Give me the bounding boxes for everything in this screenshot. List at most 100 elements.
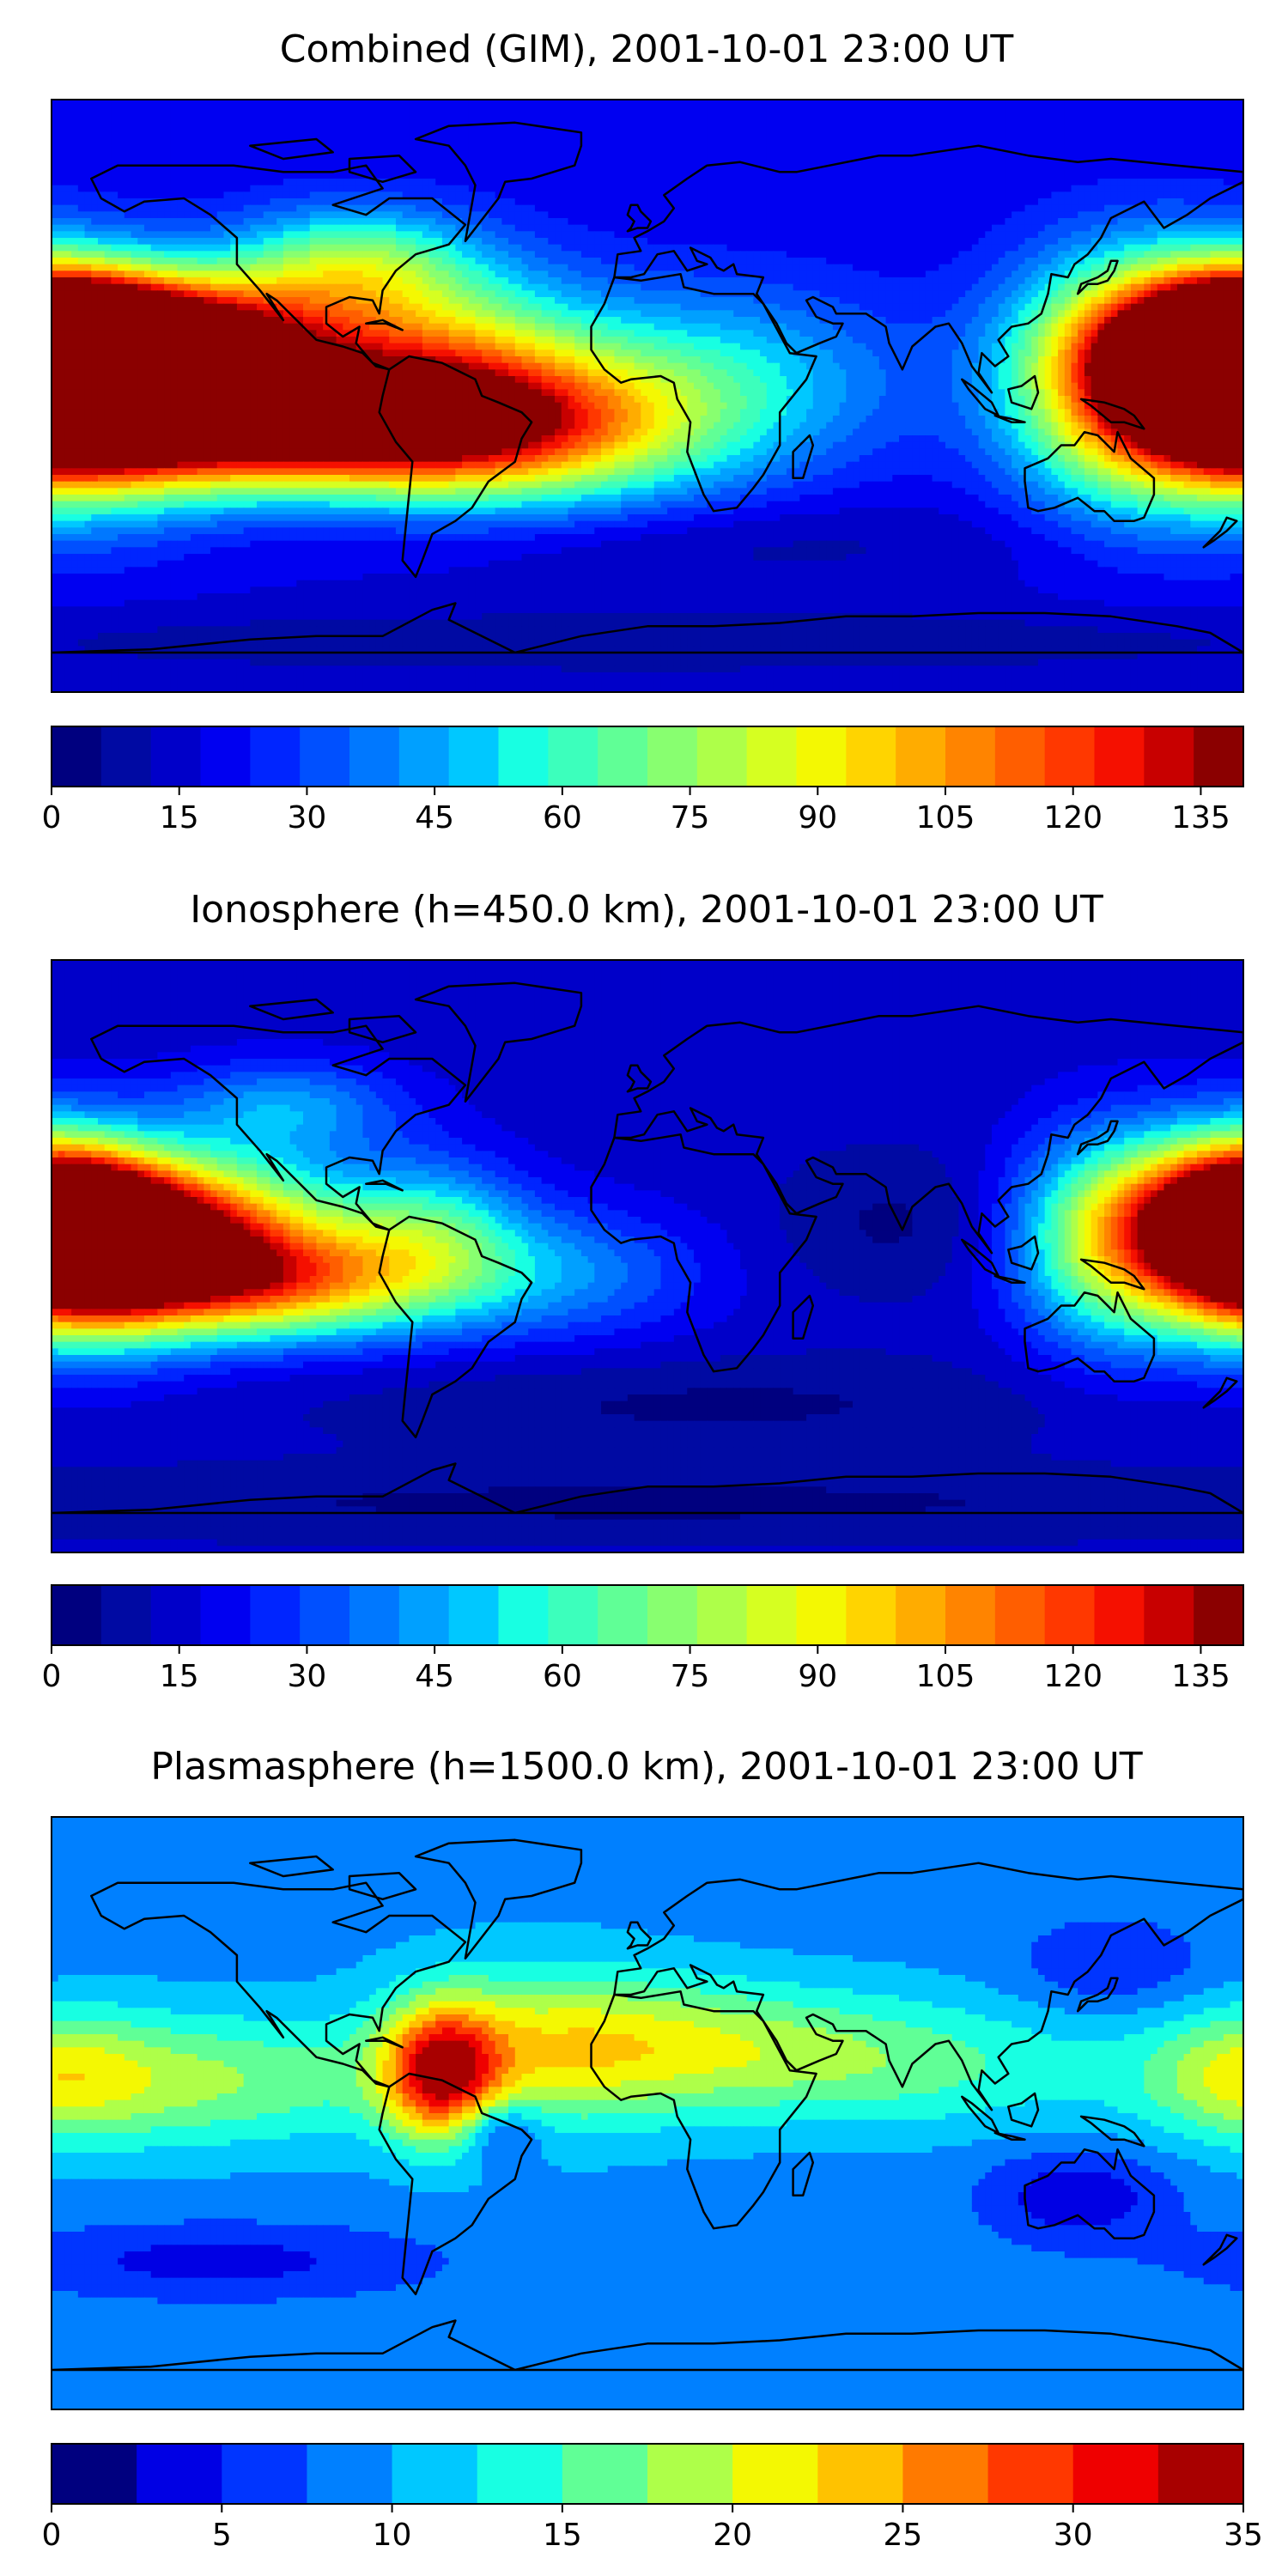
field-cell [276,251,284,258]
field-cell [1176,185,1185,192]
field-cell [482,132,489,140]
field-cell [395,270,404,278]
field-cell [1031,264,1039,271]
field-cell [866,165,873,173]
field-cell [1230,270,1237,278]
field-cell [614,231,622,239]
field-cell [58,172,66,179]
field-cell [349,159,357,167]
field-cell [230,244,238,252]
field-cell [885,277,893,285]
field-cell [482,198,489,206]
field-cell [680,145,688,153]
field-cell [819,204,827,212]
field-cell [548,145,556,153]
field-cell [853,251,860,258]
field-cell [780,258,787,265]
field-cell [150,191,158,199]
field-cell [270,179,277,186]
field-cell [441,100,450,107]
field-cell [653,270,662,278]
field-cell [1005,231,1012,239]
field-cell [1230,251,1237,258]
field-cell [647,238,655,246]
field-cell [422,100,430,107]
field-cell [475,270,483,278]
field-cell [177,152,185,160]
field-cell [985,106,993,113]
field-cell [204,224,211,232]
field-cell [257,191,264,199]
field-cell [760,251,768,258]
field-cell [349,238,357,246]
field-cell [296,172,304,179]
field-cell [773,198,781,206]
field-cell [714,179,721,186]
field-cell [985,224,993,232]
field-cell [270,251,277,258]
field-cell [323,264,331,271]
field-cell [257,231,264,239]
field-cell [1137,264,1145,271]
field-cell [753,224,761,232]
field-cell [501,191,509,199]
field-cell [945,218,953,226]
field-cell [1170,251,1178,258]
field-cell [714,112,721,120]
field-cell [236,198,245,206]
field-cell [422,145,430,153]
field-cell [1097,100,1105,107]
field-cell [647,258,655,265]
field-cell [773,185,781,192]
field-cell [131,224,138,232]
field-cell [1176,258,1185,265]
field-cell [316,251,324,258]
field-cell [336,277,343,285]
field-cell [204,125,211,133]
field-cell [210,211,218,219]
field-cell [422,185,430,192]
field-cell [601,119,609,127]
field-cell [336,132,343,140]
field-cell [1124,145,1132,153]
field-cell [673,165,682,173]
field-cell [1236,185,1243,192]
field-cell [1051,185,1059,192]
field-cell [647,172,655,179]
field-cell [71,185,79,192]
field-cell [349,231,357,239]
field-cell [428,238,436,246]
field-cell [257,211,264,219]
field-cell [1217,125,1224,133]
field-cell [726,172,734,179]
field-cell [568,159,575,167]
field-cell [508,106,516,113]
field-cell [892,145,900,153]
field-cell [786,179,794,186]
field-cell [853,179,860,186]
field-cell [250,198,258,206]
field-cell [965,132,973,140]
field-cell [369,185,377,192]
field-cell [58,132,66,140]
field-cell [422,211,430,219]
field-cell [793,191,800,199]
field-cell [488,238,496,246]
field-cell [660,145,668,153]
field-cell [1084,238,1092,246]
field-cell [594,244,602,252]
field-cell [1031,165,1039,173]
field-cell [707,185,714,192]
field-cell [733,179,741,186]
field-cell [580,106,589,113]
field-cell [124,191,132,199]
field-cell [1210,270,1218,278]
field-cell [1117,119,1125,127]
field-cell [1130,179,1139,186]
field-cell [1124,218,1132,226]
field-cell [349,185,357,192]
field-cell [812,179,821,186]
field-cell [501,224,509,232]
field-cell [416,112,423,120]
field-cell [607,172,616,179]
